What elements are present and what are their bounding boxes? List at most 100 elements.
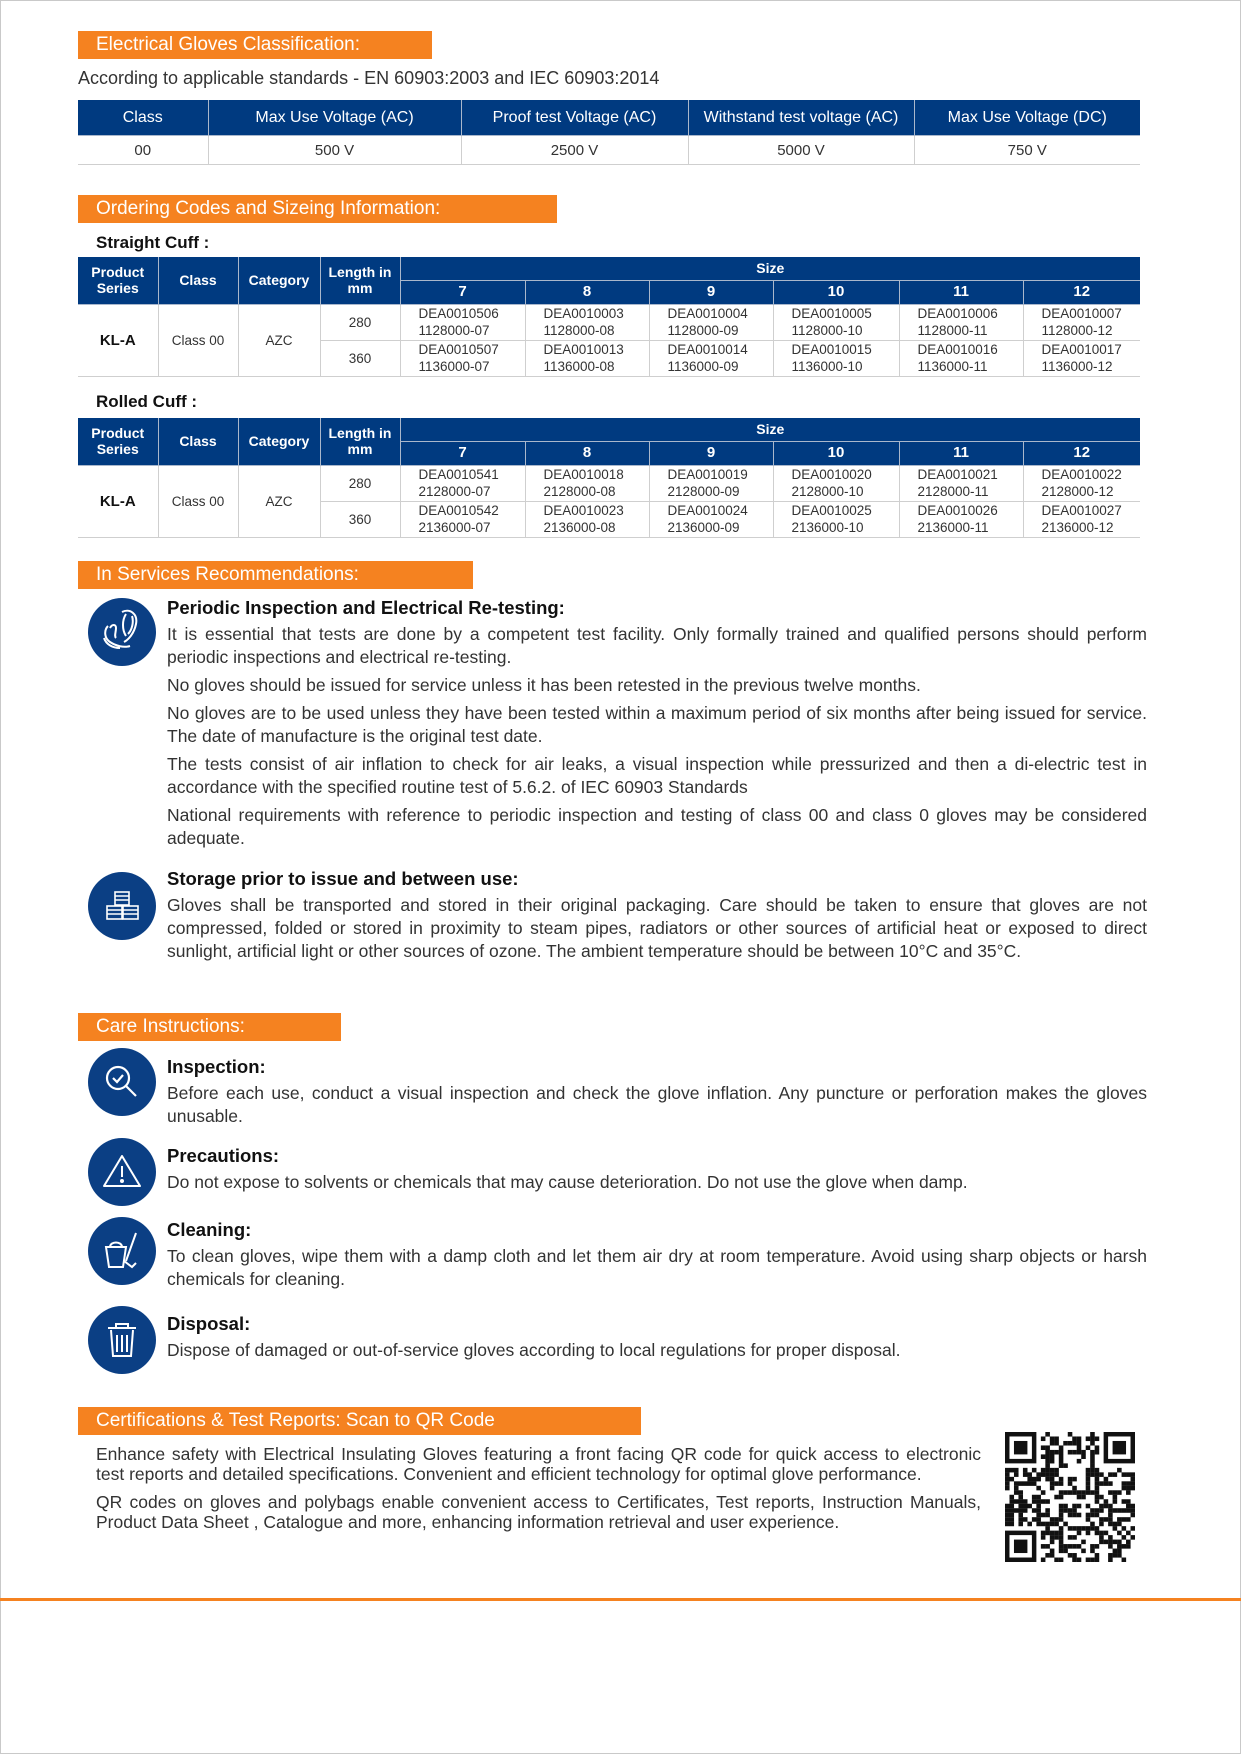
code-secondary: 1128000-09 [667,323,739,338]
paragraph: To clean gloves, wipe them with a damp c… [167,1246,1147,1289]
code-primary: DEA0010007 [1041,306,1122,321]
code-secondary: 2136000-07 [418,520,491,535]
ordering-code-cell: DEA0010013 1136000-08 [524,340,650,377]
ordering-code-cell: DEA0010025 2136000-10 [772,501,900,538]
code-secondary: 1136000-12 [1041,359,1113,374]
ordering-code-cell: DEA0010542 2136000-07 [399,501,526,538]
code-secondary: 2128000-11 [917,484,989,499]
size-header: 9 [648,441,774,466]
code-secondary: 2136000-08 [543,520,616,535]
section-heading: Inspection: [167,1056,266,1077]
code-primary: DEA0010541 [418,467,499,482]
section-header-services: In Services Recommendations: [78,561,473,589]
code-primary: DEA0010542 [418,503,499,518]
ordering-code-cell: DEA0010506 1128000-07 [399,304,526,341]
ordering-code-cell: DEA0010541 2128000-07 [399,465,526,502]
size-header: 7 [400,441,526,466]
size-header: 8 [524,441,650,466]
code-primary: DEA0010507 [418,342,499,357]
certifications-text: Enhance safety with Electrical Insulatin… [96,1444,981,1540]
footer-divider [0,1598,1241,1601]
paragraph: No gloves are to be used unless they hav… [167,703,1147,746]
code-primary: DEA0010021 [917,467,998,482]
periodic-inspection-section: Periodic Inspection and Electrical Re-te… [167,597,1147,855]
table-row: 00 500 V 2500 V 5000 V 750 V [78,135,1140,165]
paragraph: National requirements with reference to … [167,805,1147,848]
class-cell: Class 00 [157,465,239,538]
code-primary: DEA0010015 [791,342,872,357]
size-header: 12 [1022,280,1141,305]
precautions-section: Precautions: Do not expose to solvents o… [167,1145,1147,1199]
ordering-code-cell: DEA0010007 1128000-12 [1022,304,1141,341]
size-header: 11 [898,441,1024,466]
col-header-category: Category [237,418,321,466]
section-header-care: Care Instructions: [78,1013,341,1041]
ordering-code-cell: DEA0010022 2128000-12 [1022,465,1141,502]
size-header: 8 [524,280,650,305]
size-header: 9 [648,280,774,305]
code-primary: DEA0010026 [917,503,998,518]
paragraph: Gloves shall be transported and stored i… [167,895,1147,961]
code-primary: DEA0010022 [1041,467,1122,482]
code-secondary: 2136000-11 [917,520,989,535]
col-header: Max Use Voltage (AC) [207,100,462,136]
ordering-code-cell: DEA0010016 1136000-11 [898,340,1024,377]
code-secondary: 1136000-09 [667,359,739,374]
section-heading: Disposal: [167,1313,251,1334]
product-series-cell: KL-A [78,304,159,377]
trash-bin-icon [88,1306,156,1374]
code-primary: DEA0010020 [791,467,872,482]
section-heading: Precautions: [167,1145,280,1166]
code-secondary: 1136000-11 [917,359,988,374]
code-secondary: 1128000-11 [917,323,988,338]
length-cell: 360 [320,340,401,377]
paragraph: It is essential that tests are done by a… [167,624,1147,667]
paragraph: Do not expose to solvents or chemicals t… [167,1172,968,1192]
cell: 500 V [207,135,462,165]
length-cell: 280 [319,304,401,341]
cell: 750 V [913,135,1140,165]
code-primary: DEA0010014 [667,342,748,357]
table-row: KL-A Class 00 AZC 280 DEA0010506 1128000-07… [78,304,1141,377]
ordering-code-cell: DEA0010003 1128000-08 [524,304,650,341]
code-primary: DEA0010018 [543,467,624,482]
col-header-class: Class [157,418,239,466]
section-heading: Periodic Inspection and Electrical Re-te… [167,597,565,618]
size-header: 10 [772,280,900,305]
code-secondary: 2128000-08 [543,484,616,499]
code-secondary: 1136000-07 [418,359,490,374]
paragraph: The tests consist of air inflation to ch… [167,754,1147,797]
code-secondary: 2128000-09 [667,484,740,499]
code-primary: DEA0010006 [917,306,998,321]
size-header: 7 [400,280,526,305]
code-primary: DEA0010004 [667,306,748,321]
rolled-cuff-table: Product Series Class Category Length in … [78,418,1141,538]
paragraph: Before each use, conduct a visual inspec… [167,1083,1147,1126]
code-secondary: 1128000-10 [791,323,863,338]
col-header: Proof test Voltage (AC) [460,100,689,136]
col-header: Withstand test voltage (AC) [687,100,915,136]
ordering-code-cell: DEA0010024 2136000-09 [648,501,774,538]
col-header-size: Size [399,257,1141,281]
code-primary: DEA0010017 [1041,342,1122,357]
standards-subtitle: According to applicable standards - EN 6… [78,68,660,88]
rolled-cuff-label: Rolled Cuff : [96,392,198,411]
length-cell: 280 [319,465,401,502]
magnifier-check-icon [88,1048,156,1116]
paragraph: No gloves should be issued for service u… [167,675,921,695]
cell: 5000 V [687,135,915,165]
code-secondary: 2136000-12 [1041,520,1114,535]
code-secondary: 2128000-10 [791,484,864,499]
category-cell: AZC [237,304,321,377]
ordering-code-cell: DEA0010018 2128000-08 [524,465,650,502]
warning-icon [88,1138,156,1206]
ordering-code-cell: DEA0010021 2128000-11 [898,465,1024,502]
col-header-category: Category [237,257,321,305]
section-heading: Cleaning: [167,1219,252,1240]
cleaning-icon [88,1217,156,1285]
straight-cuff-table: Product Series Class Category Length in … [78,257,1141,377]
class-cell: Class 00 [157,304,239,377]
qr-code[interactable] [1005,1432,1135,1562]
ordering-code-cell: DEA0010023 2136000-08 [524,501,650,538]
ordering-code-cell: DEA0010027 2136000-12 [1022,501,1141,538]
